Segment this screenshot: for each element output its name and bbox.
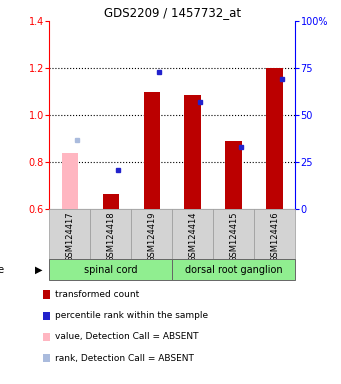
Bar xyxy=(254,209,295,259)
Bar xyxy=(144,92,160,209)
Bar xyxy=(225,141,242,209)
Text: GSM124417: GSM124417 xyxy=(65,212,74,262)
Text: GSM124418: GSM124418 xyxy=(106,212,115,262)
Text: GSM124419: GSM124419 xyxy=(147,212,156,262)
Text: GSM124415: GSM124415 xyxy=(229,212,238,262)
Bar xyxy=(172,259,295,280)
Bar xyxy=(266,68,283,209)
Bar xyxy=(62,153,78,209)
Text: tissue: tissue xyxy=(0,265,5,275)
Text: GSM124414: GSM124414 xyxy=(188,212,197,262)
Bar xyxy=(103,194,119,209)
Bar xyxy=(49,259,172,280)
Text: ▶: ▶ xyxy=(35,265,43,275)
Text: dorsal root ganglion: dorsal root ganglion xyxy=(185,265,282,275)
Text: GSM124416: GSM124416 xyxy=(270,212,279,262)
Text: rank, Detection Call = ABSENT: rank, Detection Call = ABSENT xyxy=(55,354,194,362)
Bar xyxy=(49,209,90,259)
Title: GDS2209 / 1457732_at: GDS2209 / 1457732_at xyxy=(104,5,241,18)
Bar xyxy=(131,209,172,259)
Bar xyxy=(90,209,131,259)
Text: transformed count: transformed count xyxy=(55,290,139,299)
Text: spinal cord: spinal cord xyxy=(84,265,137,275)
Text: percentile rank within the sample: percentile rank within the sample xyxy=(55,311,208,320)
Bar xyxy=(213,209,254,259)
Bar xyxy=(172,209,213,259)
Bar xyxy=(184,95,201,209)
Text: value, Detection Call = ABSENT: value, Detection Call = ABSENT xyxy=(55,333,199,341)
